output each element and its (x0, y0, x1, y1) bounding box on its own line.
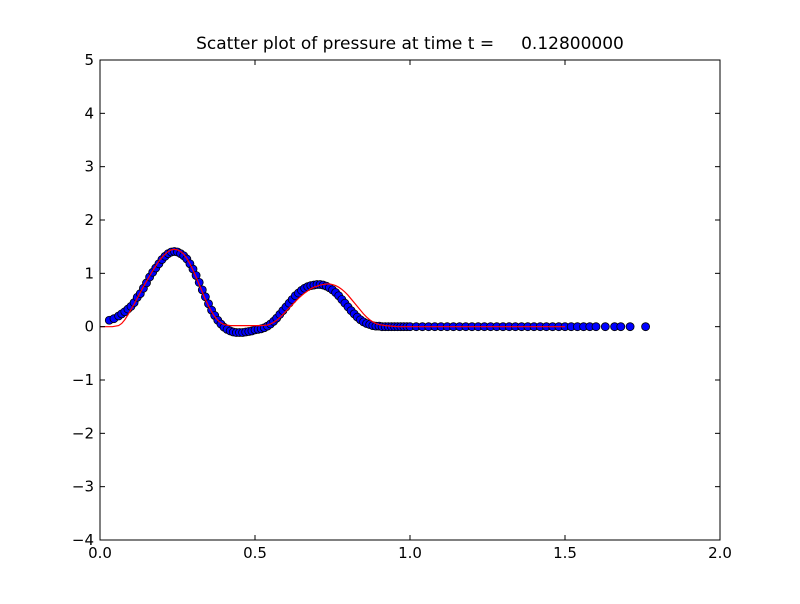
y-tick-label: −2 (72, 424, 94, 442)
axes-frame-layer (99, 59, 721, 541)
y-tick-label: −3 (72, 478, 94, 496)
x-tick-label: 0.0 (88, 544, 112, 562)
chart-title: Scatter plot of pressure at time t = 0.1… (196, 34, 624, 54)
y-tick-label: 1 (84, 264, 94, 282)
ticks-layer: 0.0 0.5 1.0 1.5 2.0 −4 −3 −2 −1 0 1 2 3 4 5 (72, 51, 732, 562)
series-line (100, 248, 565, 328)
x-tick-label: 1.5 (553, 544, 577, 562)
y-tick-label: 4 (84, 104, 94, 122)
y-tick-label: 0 (84, 318, 94, 336)
scatter-point (641, 322, 650, 332)
x-tick-label: 2.0 (708, 544, 732, 562)
marks-layer (100, 247, 650, 337)
y-tick-label: −4 (72, 531, 94, 549)
x-tick-label: 1.0 (398, 544, 422, 562)
y-tick-label: 5 (84, 51, 94, 69)
y-tick-label: 2 (84, 211, 94, 229)
y-tick-label: 3 (84, 158, 94, 176)
scatter-point (616, 322, 626, 332)
axes-frame (99, 59, 721, 541)
scatter-point (600, 322, 610, 332)
y-tick-label: −1 (72, 371, 94, 389)
x-tick-label: 0.5 (243, 544, 267, 562)
scatter-point (591, 322, 601, 332)
scatter-point (625, 322, 635, 332)
